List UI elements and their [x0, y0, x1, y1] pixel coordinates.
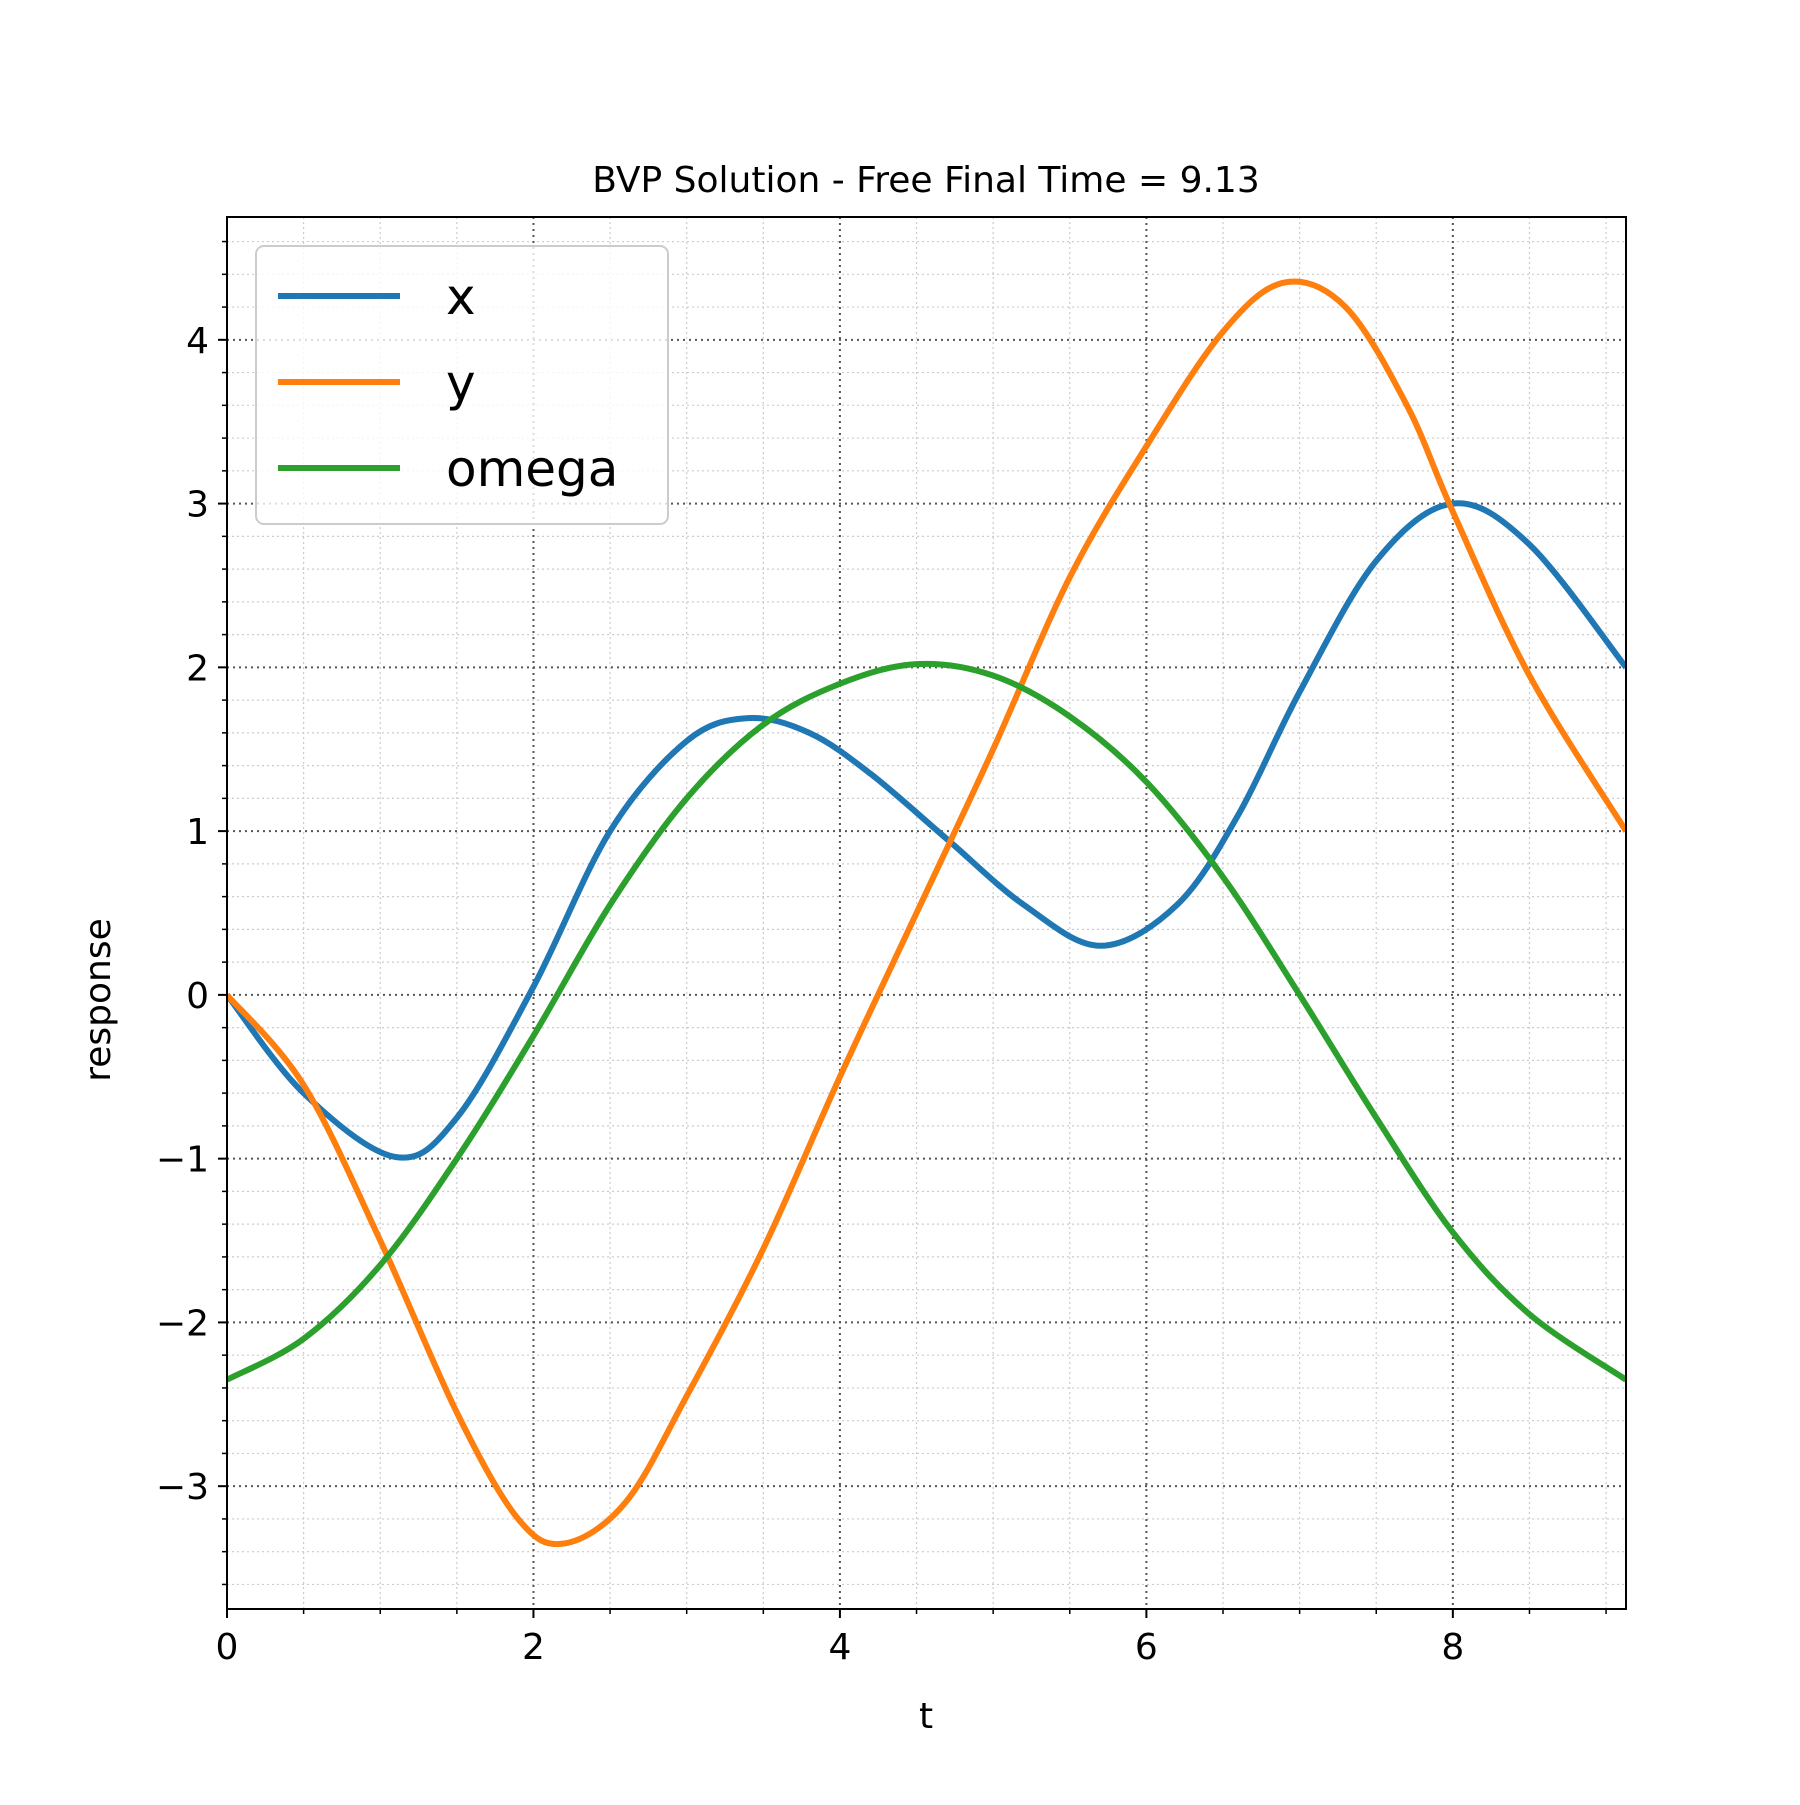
axis-ticks: 0 2 4 6 8 −3 −2 −1 0 1 2 3 4: [156, 240, 1607, 1668]
x-tick-label: 6: [1135, 1627, 1158, 1668]
y-tick-label: 3: [186, 485, 209, 526]
y-tick-label: 1: [186, 812, 209, 853]
chart-title: BVP Solution - Free Final Time = 9.13: [592, 160, 1259, 201]
plot-frame: [226, 216, 1627, 1610]
series-layer: [227, 278, 1626, 1548]
legend-box: [255, 245, 669, 525]
x-tick-label: 0: [216, 1627, 239, 1668]
x-tick-label: 2: [522, 1627, 545, 1668]
y-tick-label: 0: [186, 976, 209, 1017]
legend: x y omega: [255, 245, 669, 525]
y-tick-label: −1: [156, 1140, 209, 1181]
legend-label-omega: omega: [446, 440, 618, 498]
y-tick-label: −2: [156, 1303, 209, 1344]
y-tick-label: 2: [186, 648, 209, 689]
series-line-y: [227, 278, 1626, 1548]
y-axis-label: response: [78, 918, 119, 1082]
x-axis-label: t: [919, 1696, 933, 1737]
legend-label-x: x: [446, 268, 476, 326]
x-tick-label: 8: [1441, 1627, 1464, 1668]
y-tick-label: 4: [186, 321, 209, 362]
series-line-x: [227, 500, 1626, 1161]
legend-label-y: y: [446, 354, 476, 412]
y-tick-label: −3: [156, 1467, 209, 1508]
series-line-omega: [227, 660, 1626, 1383]
major-grid: [227, 217, 1626, 1609]
x-tick-label: 4: [828, 1627, 851, 1668]
